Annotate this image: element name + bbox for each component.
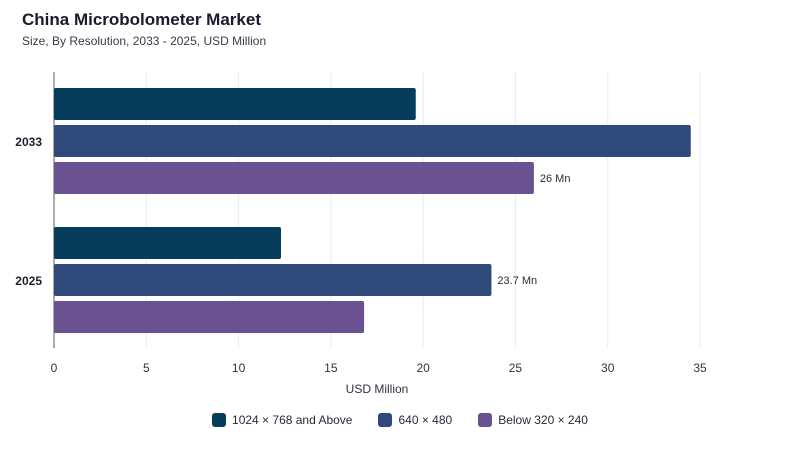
- bar: [54, 264, 492, 296]
- chart-subtitle: Size, By Resolution, 2033 - 2025, USD Mi…: [22, 34, 267, 48]
- legend-swatch: [212, 413, 227, 427]
- x-tick-label: 15: [324, 361, 338, 375]
- data-label: 26 Mn: [540, 173, 571, 185]
- bar: [54, 88, 416, 120]
- legend-item-series-0[interactable]: 1024 × 768 and Above: [212, 413, 352, 427]
- legend-label: 640 × 480: [398, 413, 453, 427]
- legend-item-series-2[interactable]: Below 320 × 240: [478, 413, 588, 427]
- x-tick-label: 30: [601, 361, 615, 375]
- chart-legend: 1024 × 768 and Above 640 × 480 Below 320…: [0, 413, 800, 427]
- x-tick-label: 20: [416, 361, 430, 375]
- legend-swatch: [478, 413, 493, 427]
- legend-swatch: [378, 413, 393, 427]
- x-tick-label: 25: [509, 361, 523, 375]
- y-category-label: 2025: [15, 274, 42, 288]
- y-category-label: 2033: [15, 135, 42, 149]
- bar: [54, 125, 691, 157]
- legend-label: Below 320 × 240: [498, 413, 588, 427]
- legend-label: 1024 × 768 and Above: [232, 413, 353, 427]
- x-tick-label: 10: [232, 361, 246, 375]
- legend-item-series-1[interactable]: 640 × 480: [378, 413, 452, 427]
- x-tick-label: 0: [51, 361, 58, 375]
- x-tick-label: 35: [693, 361, 707, 375]
- x-axis-title: USD Million: [346, 382, 409, 396]
- bar: [54, 162, 534, 194]
- x-tick-label: 5: [143, 361, 150, 375]
- chart-title: China Microbolometer Market: [22, 10, 261, 29]
- bar: [54, 227, 282, 259]
- data-label: 23.7 Mn: [497, 275, 537, 287]
- bar: [54, 301, 365, 333]
